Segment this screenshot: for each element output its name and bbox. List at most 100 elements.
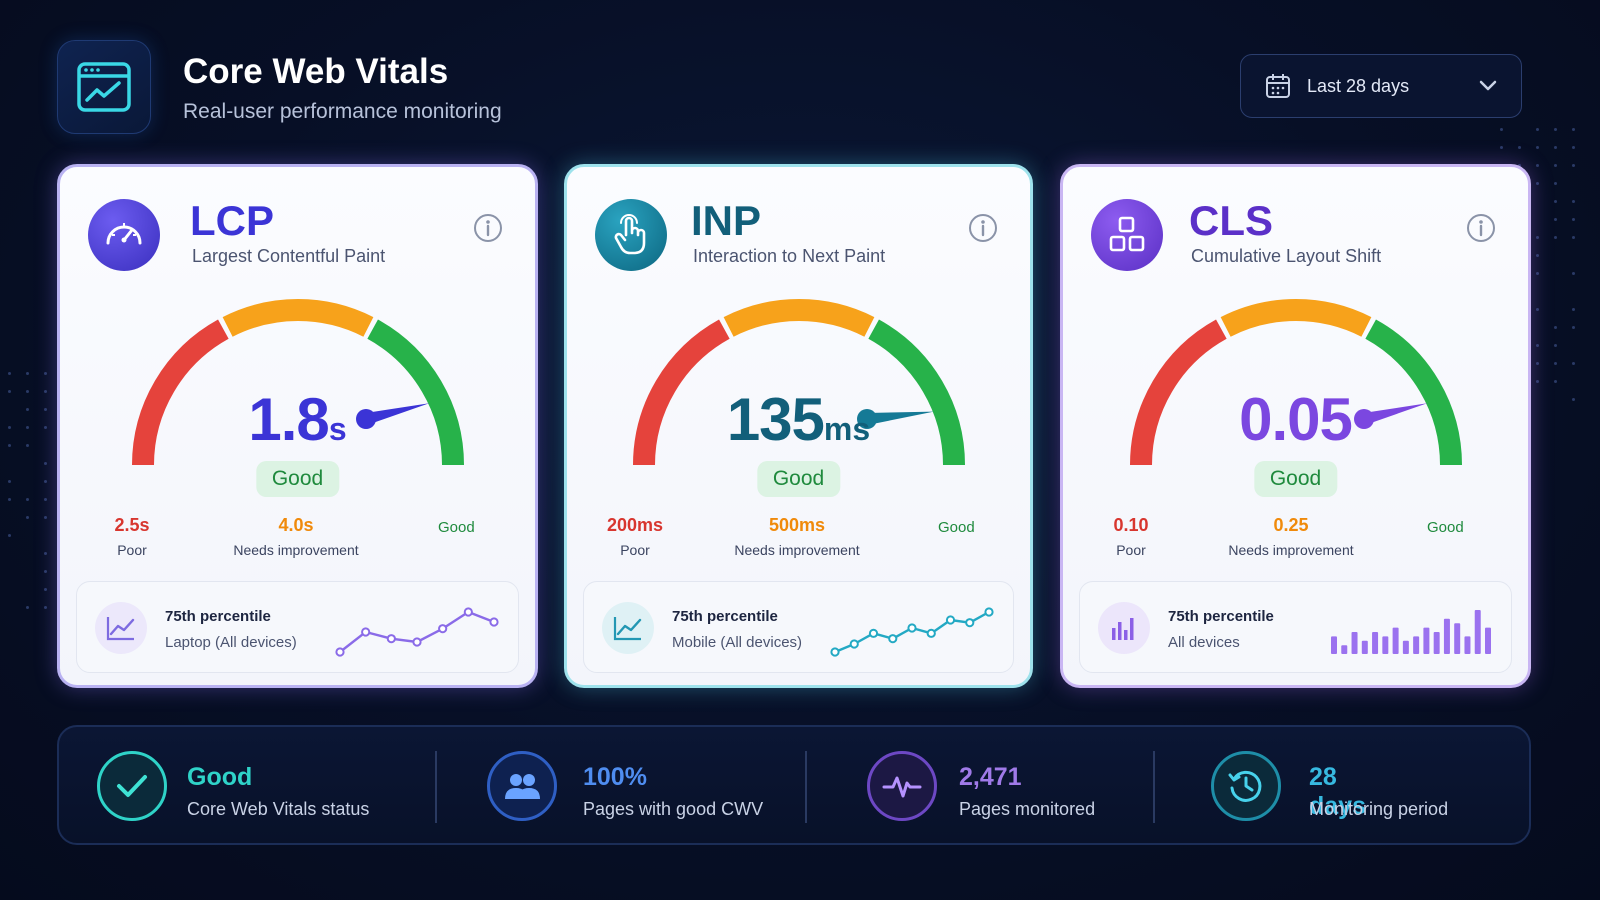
sparkline-bar — [1454, 623, 1460, 654]
sparkline-point — [388, 635, 395, 642]
sparkline-point — [851, 640, 858, 647]
threshold-poor-value: 0.10 — [1113, 515, 1148, 535]
sparkline-bar — [1413, 636, 1419, 654]
threshold-needs-improvement: 4.0s Needs improvement — [216, 515, 376, 558]
percentile-title: 75th percentile — [1168, 608, 1274, 625]
stat-label: Pages monitored — [959, 799, 1095, 820]
gauge-band-needs-improvement — [728, 310, 869, 327]
percentile-title: 75th percentile — [672, 608, 778, 625]
threshold-ni-label: Needs improvement — [1211, 542, 1371, 558]
sparkline-bar — [1393, 628, 1399, 654]
metric-value-number: 135 — [727, 386, 824, 453]
page-header: Core Web Vitals Real-user performance mo… — [57, 40, 1522, 136]
check-icon — [97, 751, 167, 821]
metric-full-name: Largest Contentful Paint — [192, 246, 385, 267]
threshold-ni-label: Needs improvement — [717, 542, 877, 558]
threshold-poor-label: Poor — [52, 542, 212, 558]
threshold-poor: 2.5s Poor — [52, 515, 212, 558]
threshold-good-label: Good — [438, 519, 475, 536]
sparkline-bar — [1382, 636, 1388, 654]
bar-sparkline — [1325, 600, 1495, 660]
threshold-ni-value: 4.0 — [278, 515, 303, 535]
sparkline — [827, 600, 997, 660]
sparkline-bar — [1485, 628, 1491, 654]
percentile-subtitle: Mobile (All devices) — [672, 634, 802, 651]
sparkline-bar — [1403, 641, 1409, 654]
metric-card-inp: INP Interaction to Next Paint 135ms Good… — [564, 164, 1033, 688]
percentile-subtitle: Laptop (All devices) — [165, 634, 297, 651]
threshold-poor-value: 200 — [607, 515, 637, 535]
info-icon[interactable] — [968, 213, 998, 243]
history-clock-icon — [1211, 751, 1281, 821]
percentile-subtitle: All devices — [1168, 634, 1240, 651]
status-summary-bar: Good Core Web Vitals status 100% Pages w… — [57, 725, 1531, 845]
chevron-down-icon — [1479, 80, 1497, 92]
gauge-band-needs-improvement — [1225, 310, 1366, 327]
metric-full-name: Cumulative Layout Shift — [1191, 246, 1381, 267]
background-dots-left — [8, 372, 58, 632]
metric-value: 135ms — [567, 385, 1030, 454]
threshold-needs-improvement: 500ms Needs improvement — [717, 515, 877, 558]
metric-value: 0.05 — [1063, 385, 1528, 454]
sparkline — [332, 600, 502, 660]
percentile-panel: 75th percentile Laptop (All devices) — [76, 581, 519, 673]
threshold-ni-label: Needs improvement — [216, 542, 376, 558]
metric-value-number: 0.05 — [1239, 386, 1352, 453]
threshold-poor-label: Poor — [555, 542, 715, 558]
stat-label: Pages with good CWV — [583, 799, 763, 820]
metric-value-number: 1.8 — [248, 386, 328, 453]
sparkline-bar — [1464, 636, 1470, 654]
users-icon — [487, 751, 557, 821]
sparkline-point — [889, 635, 896, 642]
threshold-ni-unit: s — [304, 515, 314, 535]
sparkline-point — [465, 608, 472, 615]
sparkline-point — [947, 616, 954, 623]
threshold-poor: 200ms Poor — [555, 515, 715, 558]
metric-name: LCP — [190, 197, 274, 245]
sparkline-point — [928, 630, 935, 637]
threshold-poor-value: 2.5 — [114, 515, 139, 535]
sparkline-point — [413, 638, 420, 645]
rating-badge: Good — [256, 461, 339, 497]
threshold-poor-label: Poor — [1051, 542, 1211, 558]
date-range-select[interactable]: Last 28 days — [1240, 54, 1522, 118]
page-title: Core Web Vitals — [183, 52, 448, 92]
percentile-panel: 75th percentile Mobile (All devices) — [583, 581, 1014, 673]
speedometer-icon — [88, 199, 160, 271]
threshold-ni-value: 500 — [769, 515, 799, 535]
rating-badge: Good — [1254, 461, 1337, 497]
threshold-poor: 0.10 Poor — [1051, 515, 1211, 558]
threshold-needs-improvement: 0.25 Needs improvement — [1211, 515, 1371, 558]
rating-badge: Good — [757, 461, 840, 497]
divider — [805, 751, 807, 823]
sparkline-point — [490, 618, 497, 625]
gauge-band-needs-improvement — [227, 310, 368, 327]
sparkline-point — [362, 628, 369, 635]
app-logo — [57, 40, 151, 134]
metric-card-cls: CLS Cumulative Layout Shift 0.05 Good 0.… — [1060, 164, 1531, 688]
line-chart-icon — [95, 602, 147, 654]
browser-chart-icon — [76, 61, 132, 113]
bar-chart-icon — [1098, 602, 1150, 654]
calendar-icon — [1265, 73, 1291, 99]
threshold-poor-unit: s — [140, 515, 150, 535]
line-chart-icon — [602, 602, 654, 654]
sparkline-bar — [1352, 632, 1358, 654]
sparkline-bar — [1434, 632, 1440, 654]
sparkline-bar — [1362, 641, 1368, 654]
stat-label: Monitoring period — [1309, 799, 1448, 820]
sparkline-point — [908, 624, 915, 631]
sparkline-point — [966, 619, 973, 626]
sparkline-bar — [1331, 636, 1337, 654]
layout-blocks-icon — [1091, 199, 1163, 271]
sparkline-bar — [1372, 632, 1378, 654]
sparkline-bar — [1444, 619, 1450, 654]
sparkline-point — [870, 630, 877, 637]
divider — [435, 751, 437, 823]
info-icon[interactable] — [1466, 213, 1496, 243]
info-icon[interactable] — [473, 213, 503, 243]
stat-value: 2,471 — [959, 763, 1022, 792]
threshold-ni-value: 0.25 — [1273, 515, 1308, 535]
percentile-title: 75th percentile — [165, 608, 271, 625]
metric-value-unit: s — [329, 411, 347, 447]
